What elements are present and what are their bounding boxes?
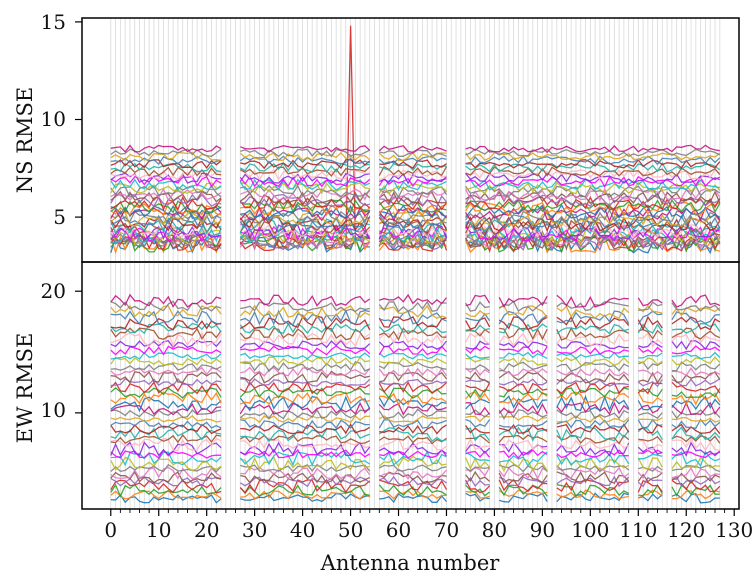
ew-series-line	[110, 370, 721, 385]
ew-rmse-panel: 10 20 EW RMSE	[13, 261, 740, 510]
ns-series-line	[110, 151, 721, 162]
xtick-90: 90	[530, 518, 555, 542]
ew-series-line	[110, 423, 721, 435]
ns-series-line	[110, 165, 721, 177]
ew-series-line	[110, 408, 721, 420]
ew-series-line	[110, 380, 721, 395]
xtick-50: 50	[338, 518, 363, 542]
ns-ylabel: NS RMSE	[13, 87, 37, 193]
ns-series-line	[110, 208, 721, 225]
ns-series-line	[110, 215, 721, 233]
ew-series-line	[110, 315, 721, 331]
ew-series-line	[110, 394, 721, 413]
ns-series-line	[110, 162, 721, 174]
ns-series-line	[110, 155, 721, 166]
ew-series-line	[110, 326, 721, 342]
ew-plot-frame	[81, 261, 740, 510]
ns-series-line	[110, 217, 721, 235]
xtick-80: 80	[482, 518, 507, 542]
ew-series-line	[110, 414, 720, 424]
ew-series-line	[110, 437, 720, 452]
ns-series-line	[110, 148, 721, 158]
ew-series-lines	[110, 293, 721, 504]
x-axis-label: Antenna number	[320, 551, 501, 575]
xtick-70: 70	[434, 518, 459, 542]
ew-series-line	[110, 293, 721, 309]
ew-series-line	[110, 377, 721, 388]
ns-ytick-5: 5	[53, 205, 66, 229]
xtick-40: 40	[290, 518, 315, 542]
ns-series-line	[110, 234, 720, 255]
ns-series-line	[110, 175, 721, 188]
xtick-120: 120	[667, 518, 705, 542]
ew-series-line	[110, 331, 721, 348]
ns-series-line	[110, 222, 721, 241]
ew-series-line	[110, 478, 721, 494]
ns-series-line	[110, 201, 721, 218]
ns-series-line	[110, 187, 721, 202]
xtick-30: 30	[242, 518, 267, 542]
ew-series-line	[110, 391, 721, 406]
xtick-10: 10	[146, 518, 171, 542]
xtick-110: 110	[619, 518, 657, 542]
ew-ylabel: EW RMSE	[13, 333, 37, 444]
ew-ytick-10: 10	[41, 398, 66, 422]
ns-series-line	[110, 184, 721, 199]
xtick-20: 20	[194, 518, 219, 542]
xtick-0: 0	[104, 518, 117, 542]
ew-y-ticks	[75, 290, 82, 414]
ew-series-line	[110, 345, 721, 356]
ns-series-line	[110, 193, 721, 208]
ns-series-line	[110, 198, 721, 214]
ns-series-line	[110, 168, 721, 181]
ew-series-line	[110, 463, 721, 473]
ns-rmse-panel: 5 10 15 NS RMSE	[13, 10, 740, 263]
ew-series-line	[110, 309, 720, 326]
xtick-100: 100	[571, 518, 609, 542]
ew-series-line	[110, 300, 721, 313]
ew-series-line	[110, 492, 720, 504]
ns-ytick-15: 15	[41, 10, 66, 34]
xtick-130: 130	[715, 518, 753, 542]
ns-ytick-10: 10	[41, 107, 66, 131]
ns-series-line	[110, 178, 720, 192]
ns-series-line	[110, 181, 721, 195]
x-axis-ticks	[110, 509, 735, 516]
ns-grid	[110, 18, 721, 262]
ew-series-line	[110, 351, 721, 360]
xtick-60: 60	[386, 518, 411, 542]
ew-ytick-20: 20	[41, 279, 66, 303]
ns-series-line	[110, 203, 721, 220]
ew-series-line	[110, 304, 721, 320]
ns-series-line	[110, 144, 720, 154]
ew-series-line	[110, 418, 721, 430]
ns-series-lines	[110, 25, 721, 255]
ew-series-line	[110, 470, 721, 485]
ew-series-line	[110, 322, 721, 335]
ns-y-ticks	[75, 21, 82, 218]
ew-series-line	[110, 455, 720, 473]
ns-series-line	[110, 213, 721, 231]
ew-series-line	[110, 387, 721, 400]
ns-series-line	[110, 172, 721, 185]
ns-series-line	[110, 158, 721, 170]
ew-series-line	[110, 356, 721, 367]
x-axis-tick-labels: 0 10 20 30 40 50 60 70 80 90 100 110 120…	[104, 518, 753, 542]
